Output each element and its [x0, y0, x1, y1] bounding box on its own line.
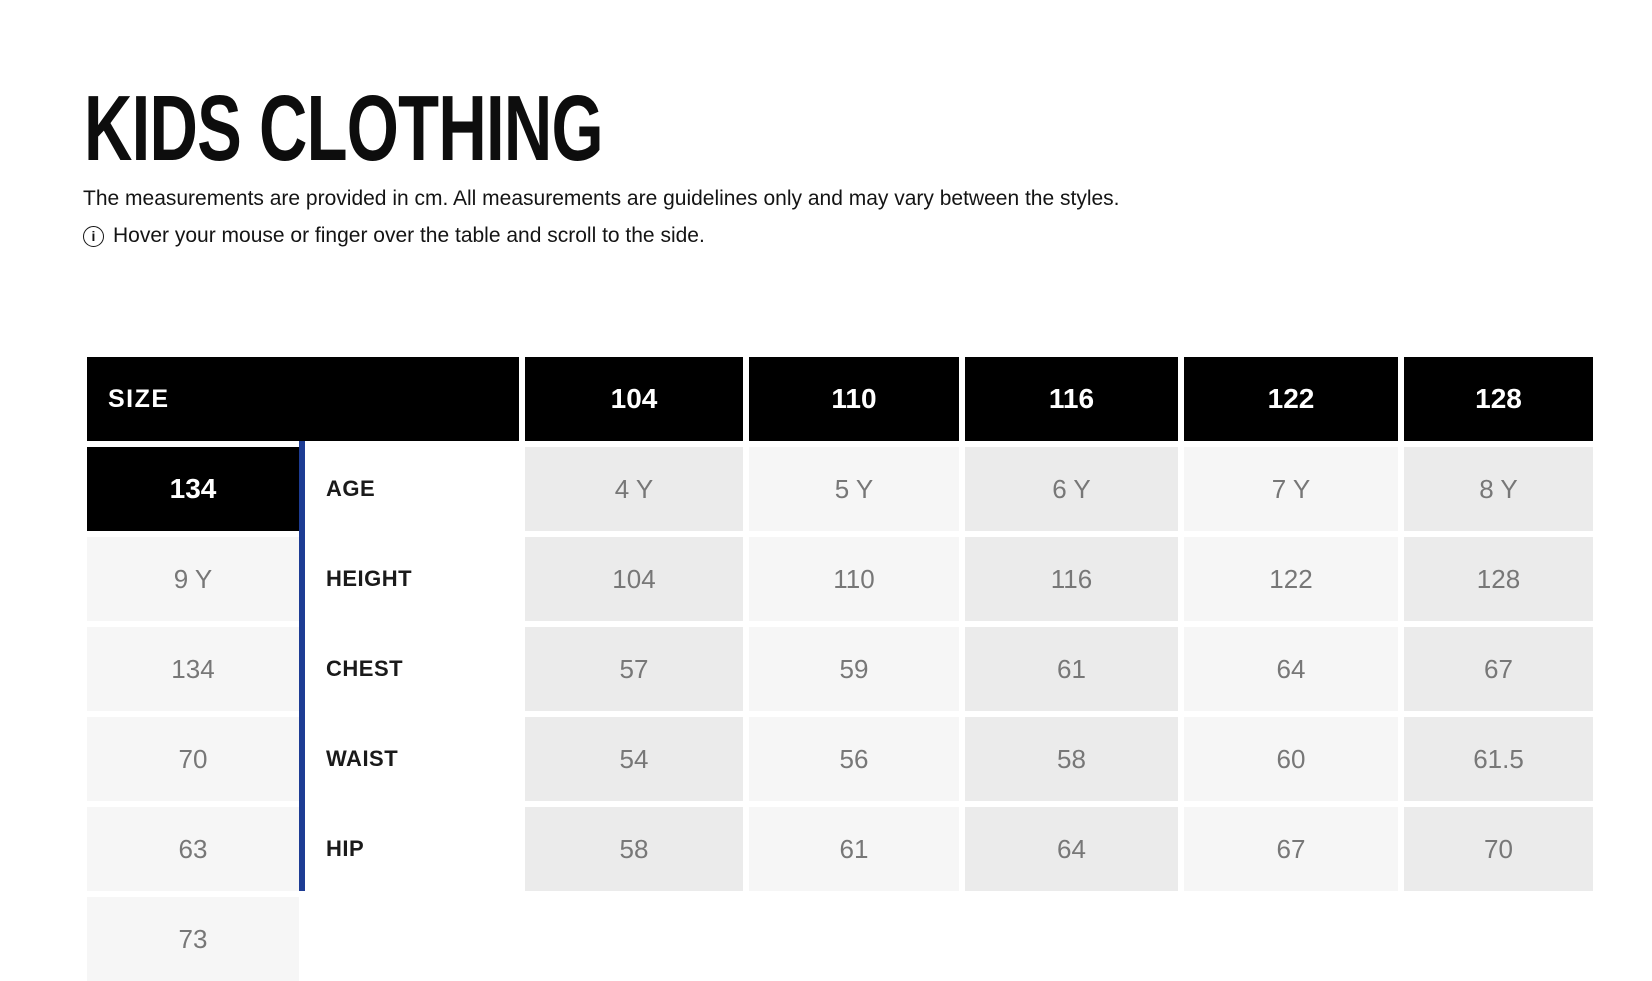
- value-cell: 64: [1184, 627, 1398, 711]
- value-cell: 61.5: [1404, 717, 1593, 801]
- value-cell: 128: [1404, 537, 1593, 621]
- info-icon: i: [83, 225, 104, 247]
- row-label-hip: HIP: [305, 807, 519, 891]
- scroll-hint-row: i Hover your mouse or finger over the ta…: [83, 224, 705, 248]
- value-cell: 104: [525, 537, 743, 621]
- row-label-waist: WAIST: [305, 717, 519, 801]
- table-accent-line: [299, 441, 305, 891]
- value-cell: 58: [525, 807, 743, 891]
- value-cell: 8 Y: [1404, 447, 1593, 531]
- value-cell: 116: [965, 537, 1178, 621]
- header-cell-134: 134: [87, 447, 299, 531]
- value-cell: 58: [965, 717, 1178, 801]
- value-cell: 67: [1184, 807, 1398, 891]
- value-cell: 9 Y: [87, 537, 299, 621]
- value-cell: 6 Y: [965, 447, 1178, 531]
- value-cell: 56: [749, 717, 959, 801]
- header-cell-122: 122: [1184, 357, 1398, 441]
- header-cell-110: 110: [749, 357, 959, 441]
- value-cell: 70: [1404, 807, 1593, 891]
- page-title: KIDS CLOTHING: [84, 76, 604, 181]
- value-cell: 57: [525, 627, 743, 711]
- header-cell-128: 128: [1404, 357, 1593, 441]
- value-cell: 70: [87, 717, 299, 801]
- value-cell: 67: [1404, 627, 1593, 711]
- row-label-chest: CHEST: [305, 627, 519, 711]
- value-cell: 60: [1184, 717, 1398, 801]
- header-cell-116: 116: [965, 357, 1178, 441]
- value-cell: 61: [749, 807, 959, 891]
- row-label-height: HEIGHT: [305, 537, 519, 621]
- value-cell: 64: [965, 807, 1178, 891]
- value-cell: 5 Y: [749, 447, 959, 531]
- value-cell: 54: [525, 717, 743, 801]
- row-label-age: AGE: [305, 447, 519, 531]
- value-cell: 7 Y: [1184, 447, 1398, 531]
- value-cell: 61: [965, 627, 1178, 711]
- scroll-hint-text: Hover your mouse or finger over the tabl…: [113, 224, 705, 247]
- value-cell: 73: [87, 897, 299, 981]
- value-cell: 110: [749, 537, 959, 621]
- value-cell: 134: [87, 627, 299, 711]
- header-cell-size: SIZE: [87, 357, 519, 441]
- value-cell: 122: [1184, 537, 1398, 621]
- header-cell-104: 104: [525, 357, 743, 441]
- measurements-note: The measurements are provided in cm. All…: [83, 187, 1120, 210]
- value-cell: 4 Y: [525, 447, 743, 531]
- value-cell: 59: [749, 627, 959, 711]
- value-cell: 63: [87, 807, 299, 891]
